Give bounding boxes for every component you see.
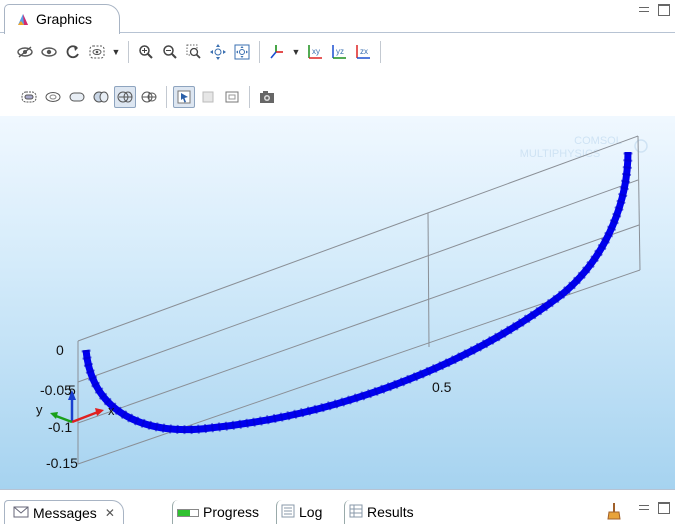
default-view-axes-icon[interactable] [266, 41, 288, 63]
tab-results-label: Results [367, 504, 414, 520]
graphics-toolbar-rendering [0, 80, 675, 114]
wireframe-rendering-icon[interactable] [66, 86, 88, 108]
solution-curve [82, 151, 632, 434]
show-all-icon[interactable] [38, 41, 60, 63]
toolbar-separator [380, 41, 381, 63]
toolbar-separator [128, 41, 129, 63]
toolbar-separator [259, 41, 260, 63]
toolbar-separator [249, 86, 250, 108]
zoom-in-icon[interactable] [135, 41, 157, 63]
curve-markers [81, 151, 633, 435]
triad-y-arrow [50, 412, 58, 419]
triad-x-arrow [95, 408, 104, 416]
editor-tab-bar: Graphics [0, 0, 675, 34]
comsol-app-icon [15, 11, 31, 30]
zoom-box-icon[interactable] [183, 41, 205, 63]
mesh-rendering-icon[interactable] [138, 86, 160, 108]
tab-results[interactable]: Results [344, 500, 418, 524]
reset-hiding-icon[interactable] [62, 41, 84, 63]
camera-snapshot-icon[interactable] [256, 86, 278, 108]
panel-minimize-icon[interactable] [638, 502, 650, 514]
select-view-icon[interactable] [86, 41, 108, 63]
minimize-icon[interactable] [638, 4, 650, 16]
select-domains-icon[interactable] [197, 86, 219, 108]
tab-log[interactable]: Log [276, 500, 326, 524]
triad-x-label: x [108, 403, 115, 418]
triad-y-label: y [36, 402, 43, 417]
tab-log-label: Log [299, 504, 323, 520]
z-tick-1: -0.05 [40, 382, 72, 398]
tab-progress[interactable]: Progress [172, 500, 263, 524]
toolbar-separator [166, 86, 167, 108]
render-icon[interactable] [90, 86, 112, 108]
axis-triad: y x [36, 390, 115, 424]
panel-maximize-icon[interactable] [658, 502, 670, 514]
bottom-panel-tabs: Messages ✕ Progress Log Results [0, 489, 675, 531]
tab-progress-label: Progress [203, 504, 260, 520]
zoom-out-icon[interactable] [159, 41, 181, 63]
yz-label: yz [336, 47, 344, 56]
yz-plane-view-icon[interactable]: yz [328, 41, 350, 63]
scene-light-icon[interactable] [18, 86, 40, 108]
grid-line-x1 [427, 212, 430, 348]
grid-top-edge [77, 135, 639, 342]
progress-bar-icon [177, 504, 199, 520]
zx-plane-view-icon[interactable]: zx [352, 41, 374, 63]
triad-z-arrow [68, 390, 76, 400]
watermark-comsol: COMSOL [574, 135, 622, 147]
tab-label: Graphics [36, 11, 93, 27]
grid-line-z2 [77, 224, 640, 424]
select-objects-icon[interactable] [173, 86, 195, 108]
zoom-to-selection-icon[interactable] [231, 41, 253, 63]
x-tick-05: 0.5 [432, 379, 452, 395]
grid-line-z1 [77, 179, 639, 383]
graphics-canvas[interactable]: COMSOL MULTIPHYSICS 0 -0.05 5 -0.1 -0.15… [0, 116, 675, 489]
clear-broom-icon[interactable] [607, 502, 621, 523]
geometry-transparency-icon[interactable] [114, 86, 136, 108]
graphics-toolbar-view: ▼ ▼ xy yz zx [0, 34, 675, 70]
zx-label: zx [360, 47, 368, 56]
triad-x-axis [71, 410, 99, 424]
xy-plane-view-icon[interactable]: xy [304, 41, 326, 63]
plot-svg: COMSOL MULTIPHYSICS 0 -0.05 5 -0.1 -0.15… [36, 135, 648, 471]
envelope-icon [13, 505, 29, 521]
chevron-down-icon[interactable]: ▼ [291, 47, 301, 57]
log-icon [281, 504, 295, 521]
tab-graphics[interactable]: Graphics [4, 4, 120, 34]
tab-messages[interactable]: Messages ✕ [4, 500, 124, 524]
z-tick-2: -0.1 [48, 419, 72, 435]
maximize-icon[interactable] [658, 4, 670, 16]
transparency-icon[interactable] [42, 86, 64, 108]
hide-selected-icon[interactable] [14, 41, 36, 63]
select-boundaries-icon[interactable] [221, 86, 243, 108]
chevron-down-icon[interactable]: ▼ [111, 47, 121, 57]
zoom-extents-icon[interactable] [207, 41, 229, 63]
watermark-logo-icon [634, 139, 648, 153]
z-tick-0: 0 [56, 342, 64, 358]
triad-y-axis [55, 414, 73, 424]
grid-right-edge [637, 135, 641, 271]
close-icon[interactable]: ✕ [104, 505, 115, 520]
table-icon [349, 504, 363, 521]
tab-messages-label: Messages [33, 504, 97, 521]
z-tick-3: -0.15 [46, 455, 78, 471]
xy-label: xy [312, 47, 320, 56]
